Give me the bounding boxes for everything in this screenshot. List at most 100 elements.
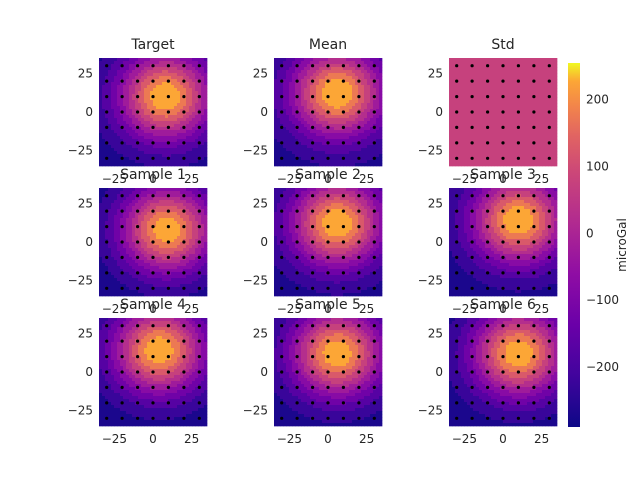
field-cell xyxy=(123,97,127,101)
field-cell xyxy=(325,148,329,152)
observation-point xyxy=(197,79,201,83)
field-cell xyxy=(485,151,489,155)
field-cell xyxy=(147,73,151,77)
field-cell xyxy=(479,121,483,125)
field-cell xyxy=(168,218,172,222)
field-cell xyxy=(102,194,106,198)
field-cell xyxy=(551,151,555,155)
field-cell xyxy=(506,160,510,164)
field-cell xyxy=(497,115,501,119)
field-cell xyxy=(488,136,492,140)
field-cell xyxy=(524,139,528,143)
field-cell xyxy=(500,103,504,107)
field-cell xyxy=(111,112,115,116)
field-cell xyxy=(316,145,320,149)
field-cell xyxy=(120,130,124,134)
field-cell xyxy=(545,139,549,143)
field-cell xyxy=(114,97,118,101)
field-cell xyxy=(358,145,362,149)
field-cell xyxy=(316,139,320,143)
field-cell xyxy=(135,191,139,195)
field-cell xyxy=(144,242,148,246)
field-cell xyxy=(123,254,127,258)
field-cell xyxy=(376,106,380,110)
field-cell xyxy=(292,91,296,95)
field-cell xyxy=(349,151,353,155)
field-cell xyxy=(198,133,202,137)
field-cell xyxy=(198,97,202,101)
field-cell xyxy=(105,88,109,92)
field-cell xyxy=(186,124,190,128)
field-cell xyxy=(198,151,202,155)
field-cell xyxy=(292,142,296,146)
field-cell xyxy=(461,79,465,83)
field-cell xyxy=(186,82,190,86)
field-cell xyxy=(165,139,169,143)
field-cell xyxy=(123,215,127,219)
field-cell xyxy=(500,67,504,71)
field-cell xyxy=(129,106,133,110)
field-cell xyxy=(183,206,187,210)
field-cell xyxy=(367,154,371,158)
field-cell xyxy=(132,245,136,249)
field-cell xyxy=(120,212,124,216)
field-cell xyxy=(307,154,311,158)
field-cell xyxy=(488,160,492,164)
field-cell xyxy=(144,139,148,143)
field-cell xyxy=(500,160,504,164)
field-cell xyxy=(111,200,115,204)
field-cell xyxy=(361,64,365,68)
field-cell xyxy=(479,109,483,113)
field-cell xyxy=(452,163,456,167)
field-cell xyxy=(162,109,166,113)
field-cell xyxy=(114,212,118,216)
field-cell xyxy=(120,133,124,137)
field-cell xyxy=(123,227,127,231)
field-cell xyxy=(111,82,115,86)
field-cell xyxy=(337,97,341,101)
field-cell xyxy=(316,103,320,107)
field-cell xyxy=(373,76,377,80)
field-cell xyxy=(370,130,374,134)
field-cell xyxy=(102,79,106,83)
field-cell xyxy=(455,154,459,158)
field-cell xyxy=(449,76,453,80)
field-cell xyxy=(189,203,193,207)
field-cell xyxy=(530,157,534,161)
field-cell xyxy=(141,191,145,195)
field-cell xyxy=(280,88,284,92)
field-cell xyxy=(464,154,468,158)
field-cell xyxy=(286,118,290,122)
field-cell xyxy=(286,148,290,152)
field-cell xyxy=(515,160,519,164)
field-cell xyxy=(364,133,368,137)
field-cell xyxy=(204,115,208,119)
field-cell xyxy=(301,73,305,77)
field-cell xyxy=(319,97,323,101)
field-cell xyxy=(355,91,359,95)
field-cell xyxy=(452,136,456,140)
field-cell xyxy=(467,106,471,110)
field-cell xyxy=(491,115,495,119)
field-cell xyxy=(515,91,519,95)
field-cell xyxy=(328,136,332,140)
field-cell xyxy=(108,94,112,98)
field-cell xyxy=(355,142,359,146)
field-cell xyxy=(364,61,368,65)
field-cell xyxy=(295,61,299,65)
field-cell xyxy=(515,139,519,143)
field-cell xyxy=(165,260,169,264)
field-cell xyxy=(455,61,459,65)
field-cell xyxy=(174,206,178,210)
field-cell xyxy=(171,200,175,204)
field-cell xyxy=(201,139,205,143)
field-cell xyxy=(105,212,109,216)
field-cell xyxy=(198,188,202,192)
observation-point xyxy=(311,64,315,68)
field-cell xyxy=(135,73,139,77)
field-cell xyxy=(533,133,537,137)
field-cell xyxy=(192,94,196,98)
field-cell xyxy=(201,58,205,62)
field-cell xyxy=(554,76,558,80)
field-cell xyxy=(274,100,278,104)
